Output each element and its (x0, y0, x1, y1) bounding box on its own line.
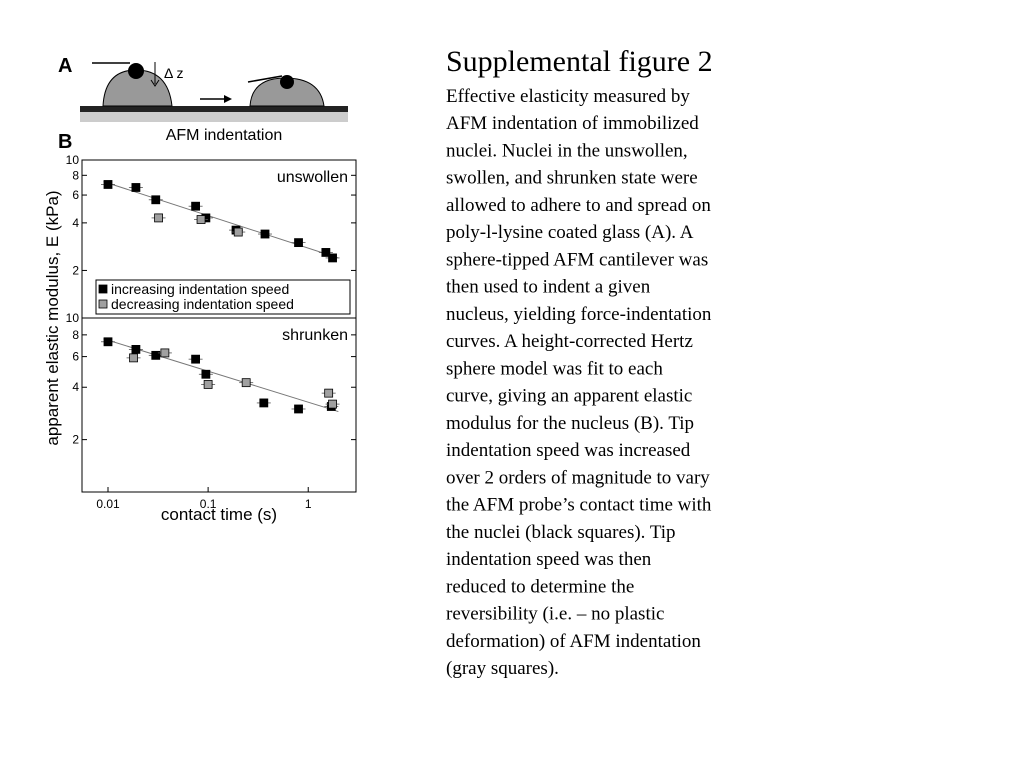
body-line: over 2 orders of magnitude to vary (446, 467, 710, 488)
body-line: nuclei. Nuclei in the unswollen, (446, 140, 688, 161)
y-tick-label: 10 (66, 311, 80, 325)
point (160, 348, 170, 358)
legend-swatch (98, 284, 108, 294)
x-axis-label: contact time (s) (161, 505, 277, 524)
panel-label: A (58, 55, 72, 77)
point (131, 344, 141, 354)
body-line: then used to indent a given (446, 277, 651, 298)
point (324, 388, 334, 398)
point (196, 215, 206, 224)
body-line: poly-l-lysine coated glass (A). A (446, 222, 694, 243)
body-line: allowed to adhere to and spread on (446, 195, 711, 216)
point (328, 253, 337, 263)
body-line: curve, giving an apparent elastic (446, 386, 692, 407)
body-line: curves. A height-corrected Hertz (446, 331, 693, 352)
y-tick-label: 2 (72, 433, 79, 447)
body-line: sphere-tipped AFM cantilever was (446, 249, 708, 270)
body-line: the nuclei (black squares). Tip (446, 522, 676, 543)
y-tick-label: 4 (72, 380, 79, 394)
y-tick-label: 2 (72, 263, 79, 277)
point (321, 248, 331, 257)
x-tick-label: 1 (305, 497, 312, 511)
diagram (80, 62, 348, 122)
body-line: deformation) of AFM indentation (446, 631, 701, 652)
point (131, 183, 141, 192)
body-line: sphere model was fit to each (446, 358, 663, 379)
y-tick-label: 8 (72, 328, 79, 342)
caption: AFM indentation (166, 127, 283, 144)
point (201, 369, 211, 379)
body-line: the AFM probe’s contact time with (446, 495, 712, 516)
point (151, 350, 161, 360)
legend-box (95, 279, 351, 315)
plot-frame (81, 317, 357, 493)
panel-title: unswollen (277, 169, 348, 186)
point (294, 238, 303, 248)
x-tick-label: 0.1 (200, 497, 217, 511)
substrate-shade (80, 112, 348, 122)
body-line: nucleus, yielding force-indentation (446, 304, 712, 325)
body-line: reduced to determine the (446, 576, 634, 597)
delta-label: Δ z (164, 65, 183, 81)
panel-label: B (58, 131, 72, 153)
point (203, 380, 213, 389)
point (191, 201, 201, 211)
y-axis-label: apparent elastic modulus, E (kPa) (43, 190, 62, 445)
panel-title: shrunken (282, 327, 348, 344)
point (154, 213, 163, 223)
body-line: modulus for the nucleus (B). Tip (446, 413, 694, 434)
body-line: indentation speed was increased (446, 440, 691, 461)
point (294, 404, 303, 414)
body-line: Effective elasticity measured by (446, 86, 690, 107)
x-tick-label: 0.01 (96, 497, 120, 511)
legend-label: decreasing indentation speed (111, 296, 294, 312)
point (260, 229, 270, 239)
point (259, 398, 269, 408)
cantilever (247, 75, 283, 83)
arrowhead (150, 79, 160, 87)
point (241, 378, 251, 388)
body-line: reversibility (i.e. – no plastic (446, 604, 664, 625)
arrowhead (224, 95, 232, 103)
y-tick-label: 4 (72, 216, 79, 230)
point (151, 195, 161, 205)
point (103, 180, 113, 189)
body-line: swollen, and shrunken state were (446, 168, 698, 189)
point (191, 354, 201, 364)
y-tick-label: 10 (66, 153, 80, 167)
body-line: (gray squares). (446, 658, 559, 679)
probe (280, 75, 294, 89)
legend-swatch (98, 299, 108, 309)
title: Supplemental figure 2 (446, 45, 713, 78)
y-tick-label: 6 (72, 350, 79, 364)
legend-label: increasing indentation speed (111, 281, 289, 297)
body-line: AFM indentation of immobilized (446, 113, 699, 134)
fit-line (103, 338, 339, 413)
body-line: indentation speed was then (446, 549, 652, 570)
point (129, 353, 138, 363)
substrate (80, 106, 348, 112)
y-tick-label: 8 (72, 168, 79, 182)
point (103, 337, 113, 347)
y-tick-label: 6 (72, 188, 79, 202)
point (328, 399, 337, 409)
probe (128, 63, 144, 79)
point (233, 227, 243, 237)
